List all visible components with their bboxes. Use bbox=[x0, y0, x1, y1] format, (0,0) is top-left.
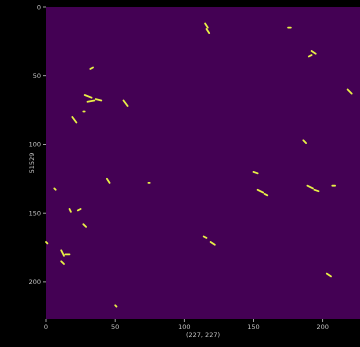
feature-segment bbox=[302, 139, 308, 145]
y-tick-label: 0 bbox=[37, 3, 41, 11]
y-axis-label: 51529 bbox=[28, 153, 36, 174]
feature-segment bbox=[202, 235, 208, 239]
x-tick-label: 150 bbox=[247, 323, 259, 331]
y-tick-label: 100 bbox=[29, 141, 41, 149]
feature-segment bbox=[306, 184, 314, 190]
feature-segment bbox=[68, 208, 72, 213]
feature-segment bbox=[209, 241, 216, 246]
x-axis-ticks: 0 50 100 150 200 bbox=[44, 319, 329, 331]
y-tick-label: 150 bbox=[29, 209, 41, 217]
x-tick-label: 0 bbox=[44, 323, 48, 331]
feature-segment bbox=[60, 260, 65, 265]
feature-segment bbox=[60, 249, 65, 257]
x-tick-label: 200 bbox=[316, 323, 328, 331]
feature-segment bbox=[94, 98, 103, 102]
feature-segment bbox=[307, 54, 313, 58]
feature-segments bbox=[45, 22, 353, 308]
y-tick-label: 200 bbox=[29, 278, 41, 286]
feature-segment bbox=[263, 192, 269, 197]
feature-segment bbox=[89, 66, 94, 70]
feature-segment bbox=[71, 116, 78, 124]
feature-segment bbox=[53, 187, 57, 191]
feature-segment bbox=[205, 28, 211, 34]
feature-segment bbox=[313, 188, 320, 193]
feature-segment bbox=[86, 99, 96, 103]
x-axis-label: (227, 227) bbox=[186, 331, 220, 339]
y-tick-label: 50 bbox=[33, 72, 41, 80]
feature-segment bbox=[82, 223, 87, 228]
x-tick-label: 100 bbox=[178, 323, 190, 331]
feature-segment bbox=[45, 241, 49, 245]
plot-area bbox=[46, 7, 360, 319]
feature-segment bbox=[114, 304, 118, 308]
feature-segment bbox=[325, 272, 332, 278]
x-tick-label: 50 bbox=[111, 323, 119, 331]
feature-segment bbox=[256, 188, 265, 194]
feature-segment bbox=[122, 99, 129, 107]
y-axis-ticks: 0 50 100 150 200 bbox=[29, 3, 46, 286]
feature-segment bbox=[310, 50, 317, 55]
feature-segment bbox=[204, 22, 209, 29]
feature-segment bbox=[106, 177, 111, 184]
feature-segment bbox=[76, 208, 82, 212]
feature-segment bbox=[252, 170, 259, 175]
feature-segment bbox=[346, 88, 353, 95]
feature-segment bbox=[83, 94, 93, 99]
